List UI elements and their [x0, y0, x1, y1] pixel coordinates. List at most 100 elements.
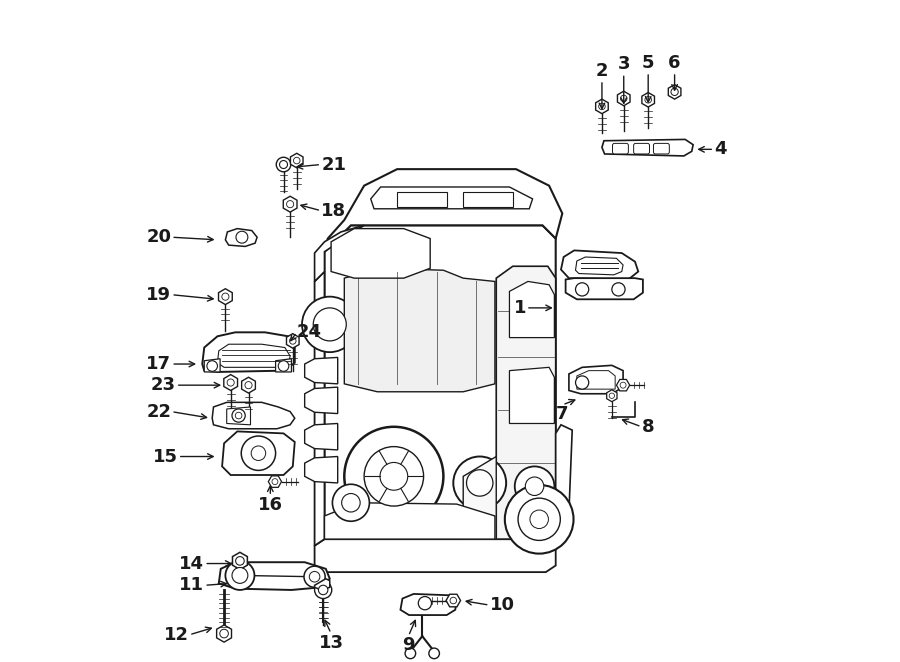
Polygon shape: [268, 476, 282, 487]
Circle shape: [598, 103, 605, 110]
Text: 11: 11: [179, 577, 204, 594]
Circle shape: [505, 485, 573, 553]
Circle shape: [236, 231, 248, 243]
Circle shape: [319, 585, 328, 594]
Polygon shape: [575, 257, 623, 275]
Polygon shape: [371, 187, 533, 209]
Polygon shape: [212, 402, 295, 429]
Polygon shape: [607, 390, 617, 402]
Circle shape: [609, 393, 615, 399]
Circle shape: [272, 479, 278, 485]
Polygon shape: [305, 457, 338, 483]
Circle shape: [418, 596, 431, 610]
Text: 14: 14: [179, 555, 204, 573]
Polygon shape: [222, 432, 295, 475]
Text: 8: 8: [642, 418, 654, 436]
Polygon shape: [509, 367, 554, 424]
Circle shape: [221, 293, 229, 300]
Polygon shape: [202, 332, 295, 372]
Text: 22: 22: [146, 402, 171, 420]
Text: 15: 15: [153, 448, 178, 465]
Text: 24: 24: [297, 323, 321, 342]
Text: 16: 16: [257, 496, 283, 514]
Circle shape: [245, 381, 252, 389]
Circle shape: [342, 493, 360, 512]
Circle shape: [526, 477, 544, 495]
Polygon shape: [496, 266, 555, 539]
Polygon shape: [331, 228, 430, 278]
Polygon shape: [305, 387, 338, 414]
Text: 12: 12: [164, 626, 189, 644]
Circle shape: [251, 446, 266, 461]
Polygon shape: [325, 225, 555, 539]
Polygon shape: [596, 99, 608, 114]
Circle shape: [530, 510, 548, 528]
Polygon shape: [218, 344, 290, 367]
Polygon shape: [397, 192, 446, 207]
Text: 21: 21: [321, 156, 347, 173]
Text: 7: 7: [556, 405, 569, 423]
Circle shape: [207, 361, 218, 371]
Polygon shape: [284, 196, 297, 212]
Circle shape: [232, 567, 248, 583]
Text: 3: 3: [617, 56, 630, 73]
Polygon shape: [275, 359, 292, 372]
Polygon shape: [555, 425, 572, 516]
Polygon shape: [400, 594, 456, 615]
Text: 4: 4: [715, 140, 726, 158]
Polygon shape: [325, 502, 495, 539]
Circle shape: [310, 571, 320, 582]
Circle shape: [364, 447, 424, 506]
FancyBboxPatch shape: [634, 144, 650, 154]
Circle shape: [450, 597, 456, 604]
Polygon shape: [217, 625, 231, 642]
Circle shape: [515, 467, 554, 506]
Polygon shape: [345, 268, 495, 392]
Circle shape: [286, 201, 293, 208]
Circle shape: [235, 412, 242, 419]
Circle shape: [232, 409, 245, 422]
Circle shape: [575, 283, 589, 296]
Polygon shape: [305, 357, 338, 384]
Text: 1: 1: [514, 299, 526, 317]
Text: 19: 19: [146, 286, 171, 304]
Circle shape: [276, 158, 291, 172]
Polygon shape: [315, 579, 329, 590]
Circle shape: [429, 648, 439, 659]
Polygon shape: [219, 289, 232, 305]
Text: 5: 5: [642, 54, 654, 72]
Polygon shape: [291, 154, 303, 168]
Circle shape: [304, 566, 325, 587]
Circle shape: [620, 382, 626, 388]
Circle shape: [278, 361, 289, 371]
Polygon shape: [219, 562, 329, 590]
Circle shape: [454, 457, 506, 509]
FancyBboxPatch shape: [613, 144, 628, 154]
Text: 6: 6: [669, 54, 681, 72]
Circle shape: [332, 485, 369, 521]
Polygon shape: [315, 539, 555, 572]
Polygon shape: [315, 225, 365, 281]
Circle shape: [671, 88, 679, 95]
Polygon shape: [241, 377, 256, 393]
Polygon shape: [561, 250, 638, 279]
Polygon shape: [224, 375, 238, 391]
Polygon shape: [225, 228, 257, 246]
Polygon shape: [464, 457, 496, 539]
Circle shape: [290, 338, 296, 344]
Circle shape: [280, 160, 287, 169]
Polygon shape: [669, 85, 681, 99]
Polygon shape: [446, 594, 461, 607]
Text: 13: 13: [319, 634, 344, 651]
Circle shape: [612, 283, 625, 296]
Polygon shape: [227, 407, 250, 425]
Polygon shape: [569, 365, 623, 394]
Polygon shape: [204, 359, 220, 372]
Polygon shape: [616, 379, 630, 391]
Polygon shape: [305, 424, 338, 450]
Circle shape: [293, 158, 300, 164]
Circle shape: [236, 557, 244, 565]
Circle shape: [575, 376, 589, 389]
Circle shape: [302, 297, 357, 352]
Circle shape: [220, 630, 229, 638]
